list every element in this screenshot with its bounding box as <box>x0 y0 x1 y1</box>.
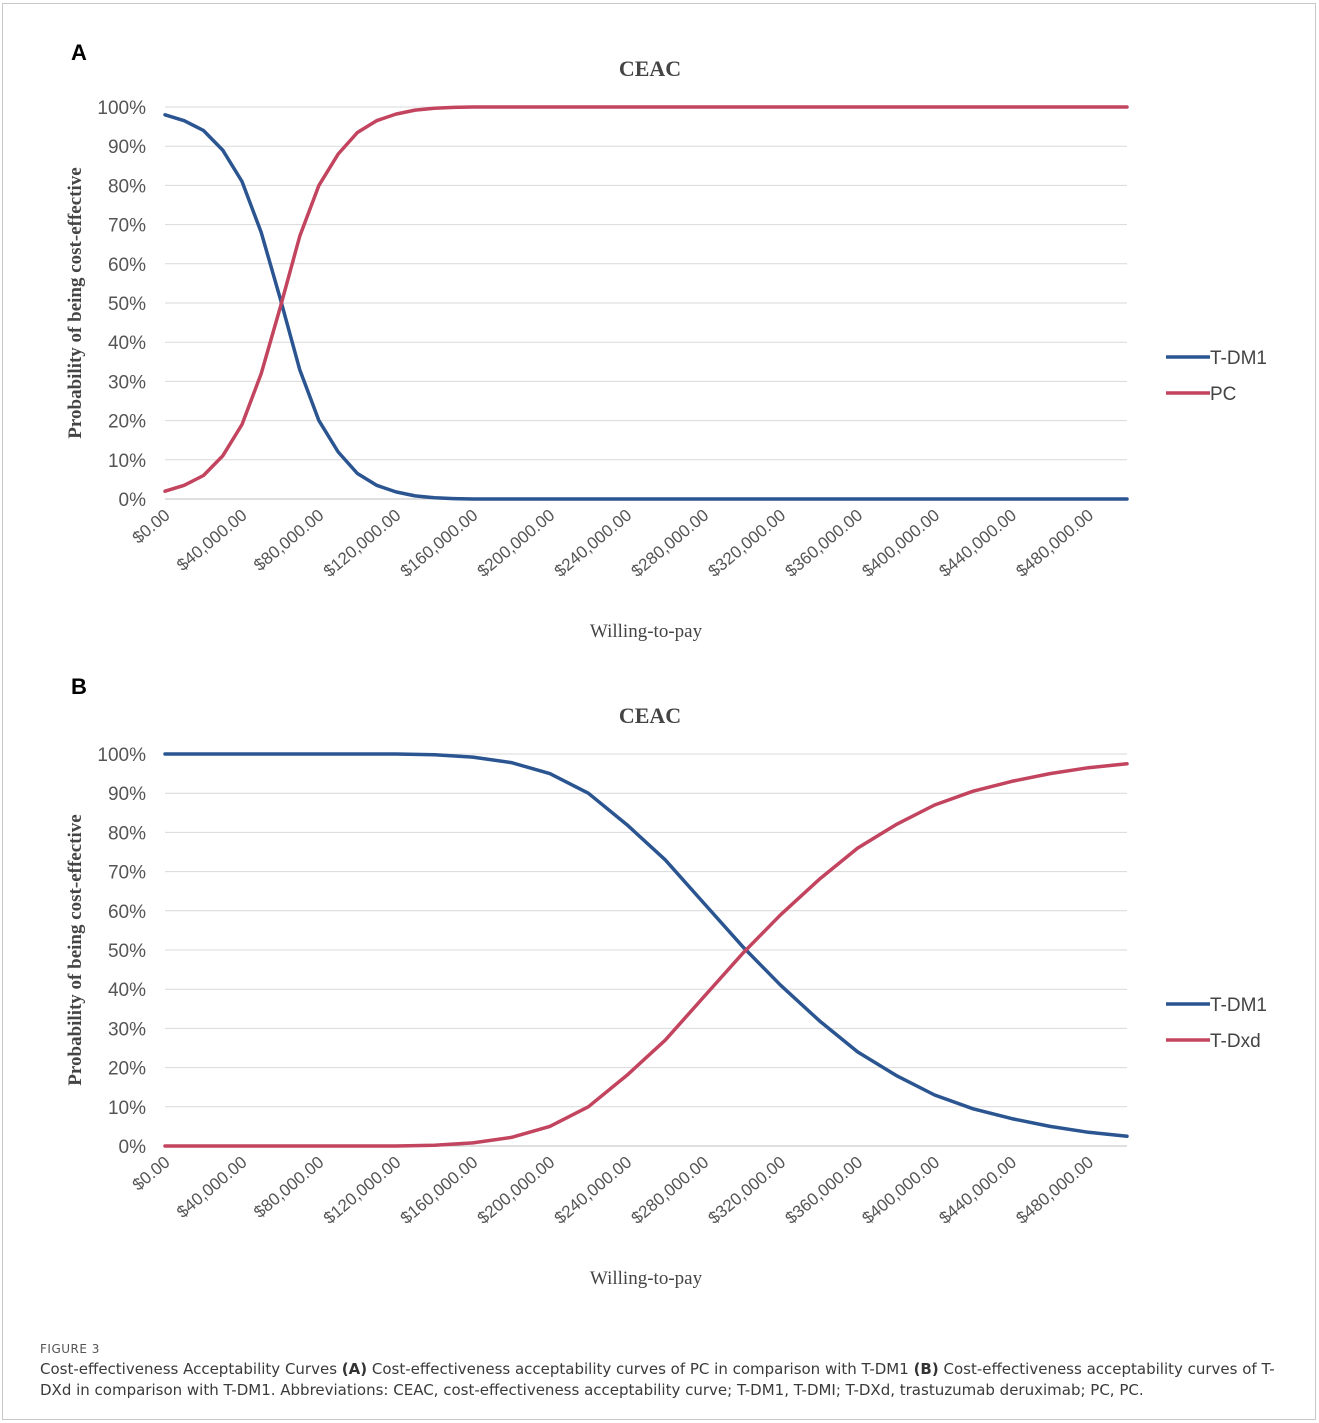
x-tick-label: $80,000.00 <box>250 1153 327 1222</box>
y-tick-label: 90% <box>108 784 146 805</box>
y-tick-label: 50% <box>108 941 146 962</box>
x-tick-label: $400,000.00 <box>859 506 944 581</box>
x-tick-label: $440,000.00 <box>935 1153 1020 1228</box>
caption-a-tag: (A) <box>341 1360 368 1378</box>
x-tick-label: $200,000.00 <box>474 1153 559 1228</box>
x-tick-label: $320,000.00 <box>705 506 790 581</box>
y-tick-label: 100% <box>97 98 146 119</box>
y-tick-label: 60% <box>108 255 146 276</box>
y-tick-label: 60% <box>108 902 146 923</box>
y-tick-label: 20% <box>108 1059 146 1080</box>
y-tick-label: 30% <box>108 372 146 393</box>
legend-label: T-DM1 <box>1210 348 1267 369</box>
y-tick-label: 70% <box>108 863 146 884</box>
y-tick-label: 80% <box>108 176 146 197</box>
y-tick-label: 20% <box>108 412 146 433</box>
caption-text: Cost-effectiveness Acceptability Curves … <box>40 1359 1280 1401</box>
y-axis-label: Probability of being cost-effective <box>65 167 86 438</box>
caption-intro: Cost-effectiveness Acceptability Curves <box>40 1360 342 1378</box>
y-tick-label: 0% <box>119 490 147 511</box>
y-tick-label: 70% <box>108 216 146 237</box>
series-line-t-dxd <box>163 762 1129 1148</box>
x-axis-label: Willing-to-pay <box>590 1268 703 1289</box>
caption-label: FIGURE 3 <box>40 1342 100 1356</box>
series-line-t-dm1 <box>163 752 1129 1138</box>
x-tick-label: $280,000.00 <box>628 1153 713 1228</box>
chart-title: CEAC <box>619 703 681 728</box>
figure-frame <box>2 3 1316 1420</box>
ceac-chart-a: CEAC 0% 10% 20% 30% 40% 50% 60% 70% 80% 90% 100% $0.… <box>65 56 1267 642</box>
x-tick-label: $360,000.00 <box>782 506 867 581</box>
panel-a-letter: A <box>71 40 87 65</box>
caption-b-text: Cost-effectiveness acceptability curves … <box>40 1360 1275 1399</box>
x-tick-label: $120,000.00 <box>320 1153 405 1228</box>
chart-title: CEAC <box>619 56 681 81</box>
caption-a-text: Cost-effectiveness acceptability curves … <box>367 1360 914 1378</box>
x-tick-label: $480,000.00 <box>1012 1153 1097 1228</box>
x-tick-label: $280,000.00 <box>628 506 713 581</box>
y-axis-label: Probability of being cost-effective <box>65 814 86 1085</box>
x-tick-label: $480,000.00 <box>1012 506 1097 581</box>
x-tick-label: $40,000.00 <box>173 506 250 575</box>
y-tick-label: 10% <box>108 1098 146 1119</box>
y-tick-label: 100% <box>97 745 146 766</box>
y-tick-label: 50% <box>108 294 146 315</box>
x-tick-label: $440,000.00 <box>935 506 1020 581</box>
x-tick-label: $160,000.00 <box>397 1153 482 1228</box>
x-tick-label: $120,000.00 <box>320 506 405 581</box>
y-tick-label: 10% <box>108 451 146 472</box>
x-tick-label: $160,000.00 <box>397 506 482 581</box>
y-tick-label: 40% <box>108 980 146 1001</box>
x-tick-label: $240,000.00 <box>551 506 636 581</box>
x-tick-label: $320,000.00 <box>705 1153 790 1228</box>
y-tick-label: 90% <box>108 137 146 158</box>
legend-label: T-DM1 <box>1210 995 1267 1016</box>
x-axis-label: Willing-to-pay <box>590 621 703 642</box>
x-tick-label: $0.00 <box>129 506 174 548</box>
x-tick-label: $0.00 <box>129 1153 174 1195</box>
caption-b-tag: (B) <box>913 1360 939 1378</box>
y-tick-label: 40% <box>108 333 146 354</box>
y-tick-label: 0% <box>119 1137 147 1158</box>
x-tick-label: $40,000.00 <box>173 1153 250 1222</box>
x-tick-label: $240,000.00 <box>551 1153 636 1228</box>
x-tick-label: $360,000.00 <box>782 1153 867 1228</box>
x-tick-label: $80,000.00 <box>250 506 327 575</box>
y-tick-label: 80% <box>108 823 146 844</box>
series-line-t-dm1 <box>163 113 1129 501</box>
legend-label: T-Dxd <box>1210 1031 1261 1052</box>
legend-label: PC <box>1210 384 1236 405</box>
ceac-chart-b: CEAC 0% 10% 20% 30% 40% 50% 60% 70% 80% 90% 100% $0.… <box>65 703 1267 1289</box>
panel-b-letter: B <box>71 674 87 699</box>
x-tick-label: $400,000.00 <box>859 1153 944 1228</box>
series-line-pc <box>163 105 1129 493</box>
figure-caption: FIGURE 3 Cost-effectiveness Acceptabilit… <box>40 1342 1280 1401</box>
x-tick-label: $200,000.00 <box>474 506 559 581</box>
y-tick-label: 30% <box>108 1019 146 1040</box>
